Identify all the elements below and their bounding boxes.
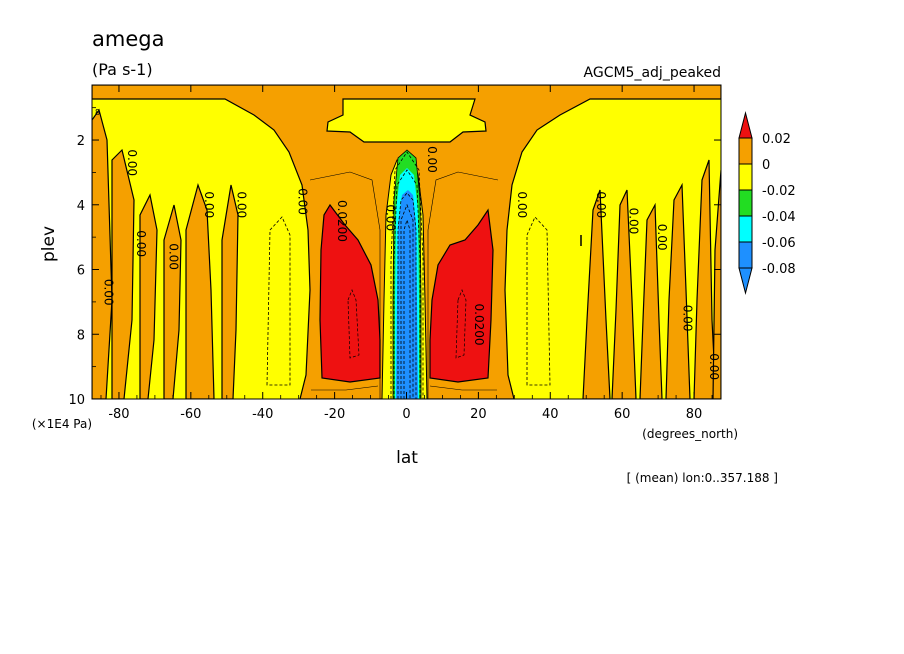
contour-label: 0.00 — [296, 188, 310, 215]
colorbar-bin — [738, 215, 753, 243]
x-tick-label: 0 — [402, 407, 410, 422]
contour-label: 0.00 — [626, 208, 640, 235]
x-tick-label: -40 — [252, 407, 273, 422]
contour-label: 0.0200 — [335, 200, 349, 242]
contour-label: 0.00 — [655, 224, 669, 251]
chart-units: (Pa s-1) — [92, 60, 153, 79]
contour-label: 0.00 — [102, 279, 116, 306]
y-tick-label: 8 — [77, 328, 85, 343]
contour-label: 0.00 — [680, 305, 694, 332]
colorbar-top-arrow — [738, 111, 753, 139]
y-axis-title: plev — [39, 226, 59, 262]
contour-labels: 0.00 0.00 0.00 0.00 0.00 0.00 0.00 0.0200 0.00 0.… — [102, 146, 721, 380]
colorbar-bottom-arrow — [738, 267, 753, 295]
y-tick-label: 4 — [77, 199, 85, 214]
y-unit-label: (×1E4 Pa) — [32, 417, 92, 431]
negative-contours — [266, 151, 551, 399]
x-tick-label: 40 — [542, 407, 559, 422]
colorbar-label: -0.08 — [762, 262, 796, 277]
x-axis: -80 -60 -40 -20 0 20 40 60 80 — [100, 85, 713, 422]
colorbar-bin — [738, 163, 753, 191]
x-unit-label: (degrees_north) — [642, 427, 738, 441]
y-axis: 2 4 6 8 10 — [68, 107, 721, 408]
x-tick-label: 80 — [686, 407, 703, 422]
inner-contours — [309, 171, 499, 399]
x-tick-label: -60 — [180, 407, 201, 422]
contour-label: 0.00 — [166, 243, 180, 270]
colorbar: 0.02 0 -0.02 -0.04 -0.06 -0.08 — [738, 111, 796, 295]
colorbar-label: 0.02 — [762, 132, 791, 147]
y-tick-label: 6 — [77, 264, 85, 279]
contour-label: 0.00 — [515, 191, 529, 218]
x-tick-label: 60 — [614, 407, 631, 422]
x-tick-label: -80 — [108, 407, 129, 422]
colorbar-label: -0.06 — [762, 236, 796, 251]
x-axis-title: lat — [396, 448, 418, 468]
colorbar-bin — [738, 241, 753, 269]
contour-field: 0.00 0.00 0.00 0.00 0.00 0.00 0.00 0.0200 0.00 0.… — [92, 85, 721, 399]
contour-label: 0.00 — [235, 191, 249, 218]
chart-title: amega — [92, 27, 164, 51]
contour-label: 0.00 — [125, 149, 139, 176]
small-mark-left: 8 — [95, 108, 100, 117]
colorbar-label: -0.04 — [762, 210, 796, 225]
colorbar-bin — [738, 137, 753, 165]
colorbar-label: -0.02 — [762, 184, 796, 199]
contour-label: 0.00 — [594, 191, 608, 218]
contour-label: 0.00 — [425, 146, 439, 173]
y-tick-label: 2 — [77, 134, 85, 149]
yellow-cap — [326, 98, 487, 143]
colorbar-bin — [738, 189, 753, 217]
x-tick-label: 20 — [470, 407, 487, 422]
dataset-label: AGCM5_adj_peaked — [584, 65, 721, 81]
red-inner-dashes — [347, 289, 467, 359]
mean-note: [ (mean) lon:0..357.188 ] — [627, 471, 778, 485]
x-tick-label: -20 — [324, 407, 345, 422]
inner-contour-bottoms — [311, 385, 497, 391]
contour-label: 0.0200 — [472, 304, 486, 346]
contour-label: 0.00 — [707, 353, 721, 380]
contour-label: 0.00 — [134, 230, 148, 257]
colorbar-label: 0 — [762, 158, 770, 173]
y-tick-label: 10 — [68, 393, 85, 408]
contour-label: 0.00 — [202, 191, 216, 218]
contour-label: 0.00 — [384, 204, 398, 231]
red-regions — [319, 203, 494, 383]
